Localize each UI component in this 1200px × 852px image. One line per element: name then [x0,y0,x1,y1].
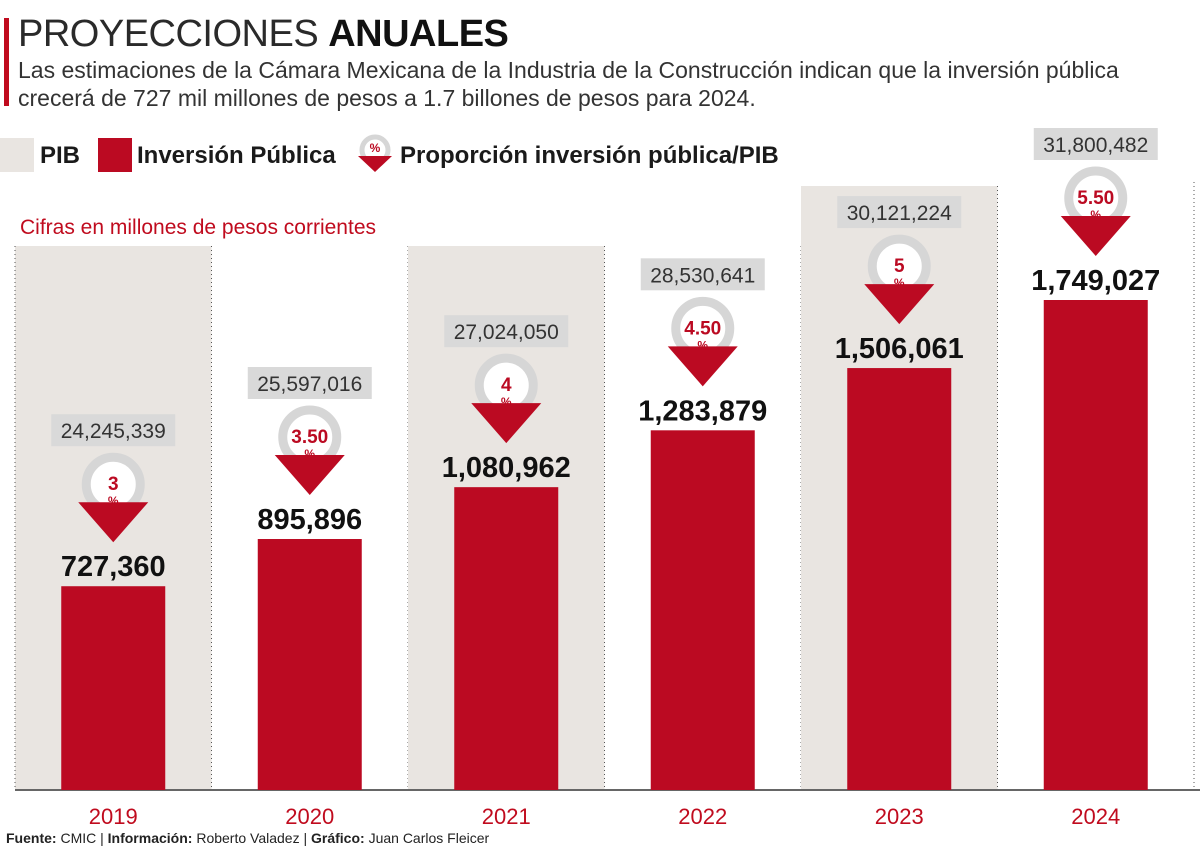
x-tick-label-2019: 2019 [89,804,138,829]
percent-value-2023: 5 [894,256,905,277]
legend-label-pib: PIB [40,142,81,169]
pib-label-box-2020 [247,367,372,400]
inversion-value-2021: 1,080,962 [442,452,571,484]
title-light: PROYECCIONES [18,13,319,55]
inversion-value-2020: 895,896 [257,504,362,536]
legend-label-proporcion: Proporción inversión pública/PIB [400,142,779,169]
legend-swatch-inversion [98,138,132,172]
percent-symbol-2020: % [304,447,315,461]
percent-value-2020: 3.50 [291,427,328,448]
pib-label-box-2021 [444,315,569,348]
pib-value-2019: 24,245,339 [61,420,166,443]
inversion-bar-2023 [847,368,952,790]
percent-arrow-icon: % [358,134,392,172]
units-note: Cifras en millones de pesos corrientes [20,216,376,239]
percent-value-2019: 3 [108,474,119,495]
legend-icon-arrow [358,156,392,172]
percent-symbol-2021: % [501,395,512,409]
footer-fuente: CMIC [60,830,97,846]
footer-fuente-label: Fuente: [6,830,57,846]
pib-value-2023: 30,121,224 [847,202,952,225]
footer-grafico-label: Gráfico: [311,830,365,846]
percent-value-2021: 4 [501,375,512,396]
percent-symbol-2024: % [1090,208,1101,222]
x-tick-label-2022: 2022 [678,804,727,829]
pib-label-box-2023 [837,196,962,229]
footer-grafico: Juan Carlos Fleicer [368,830,490,846]
x-tick-label-2020: 2020 [285,804,334,829]
inversion-value-2019: 727,360 [61,551,166,583]
pib-value-2020: 25,597,016 [257,373,362,396]
percent-arrow-2022 [667,346,738,387]
percent-symbol-2023: % [894,276,905,290]
pib-value-2021: 27,024,050 [454,321,559,344]
percent-arrow-2021 [471,403,542,444]
pib-label-box-2022 [640,258,765,291]
percent-symbol-2022: % [697,338,708,352]
inversion-bar-2022 [650,430,755,790]
percent-value-2024: 5.50 [1077,188,1114,209]
percent-symbol-2019: % [108,494,119,508]
inversion-bar-2020 [257,539,362,790]
legend-swatch-pib [0,138,34,172]
x-tick-label-2024: 2024 [1071,804,1120,829]
percent-arrow-2020 [274,455,345,496]
x-tick-label-2021: 2021 [482,804,531,829]
pib-value-2022: 28,530,641 [650,264,755,287]
inversion-bar-2024 [1043,300,1148,790]
percent-arrow-2023 [864,284,935,325]
pib-label-box-2019 [51,414,176,447]
legend-label-inversion: Inversión Pública [137,142,336,169]
percent-arrow-2024 [1060,216,1131,256]
percent-value-2022: 4.50 [684,318,721,339]
inversion-bar-2019 [61,586,166,790]
title-accent-bar [4,18,9,106]
inversion-value-2023: 1,506,061 [835,333,964,365]
pib-label-box-2024 [1033,128,1158,160]
footer-informacion: Roberto Valadez [196,830,300,846]
pib-value-2024: 31,800,482 [1043,134,1148,157]
chart-title: PROYECCIONES ANUALES [18,12,509,56]
x-tick-label-2023: 2023 [875,804,924,829]
inversion-value-2022: 1,283,879 [638,395,767,427]
inversion-bar-2021 [454,487,559,790]
percent-arrow-2019 [78,502,149,543]
footer: Fuente: CMIC | Información: Roberto Vala… [6,830,490,846]
footer-informacion-label: Información: [107,830,193,846]
legend-icon-percent: % [370,141,381,155]
chart-subtitle: Las estimaciones de la Cámara Mexicana d… [18,57,1119,111]
title-bold: ANUALES [328,13,509,55]
inversion-value-2024: 1,749,027 [1031,265,1160,297]
